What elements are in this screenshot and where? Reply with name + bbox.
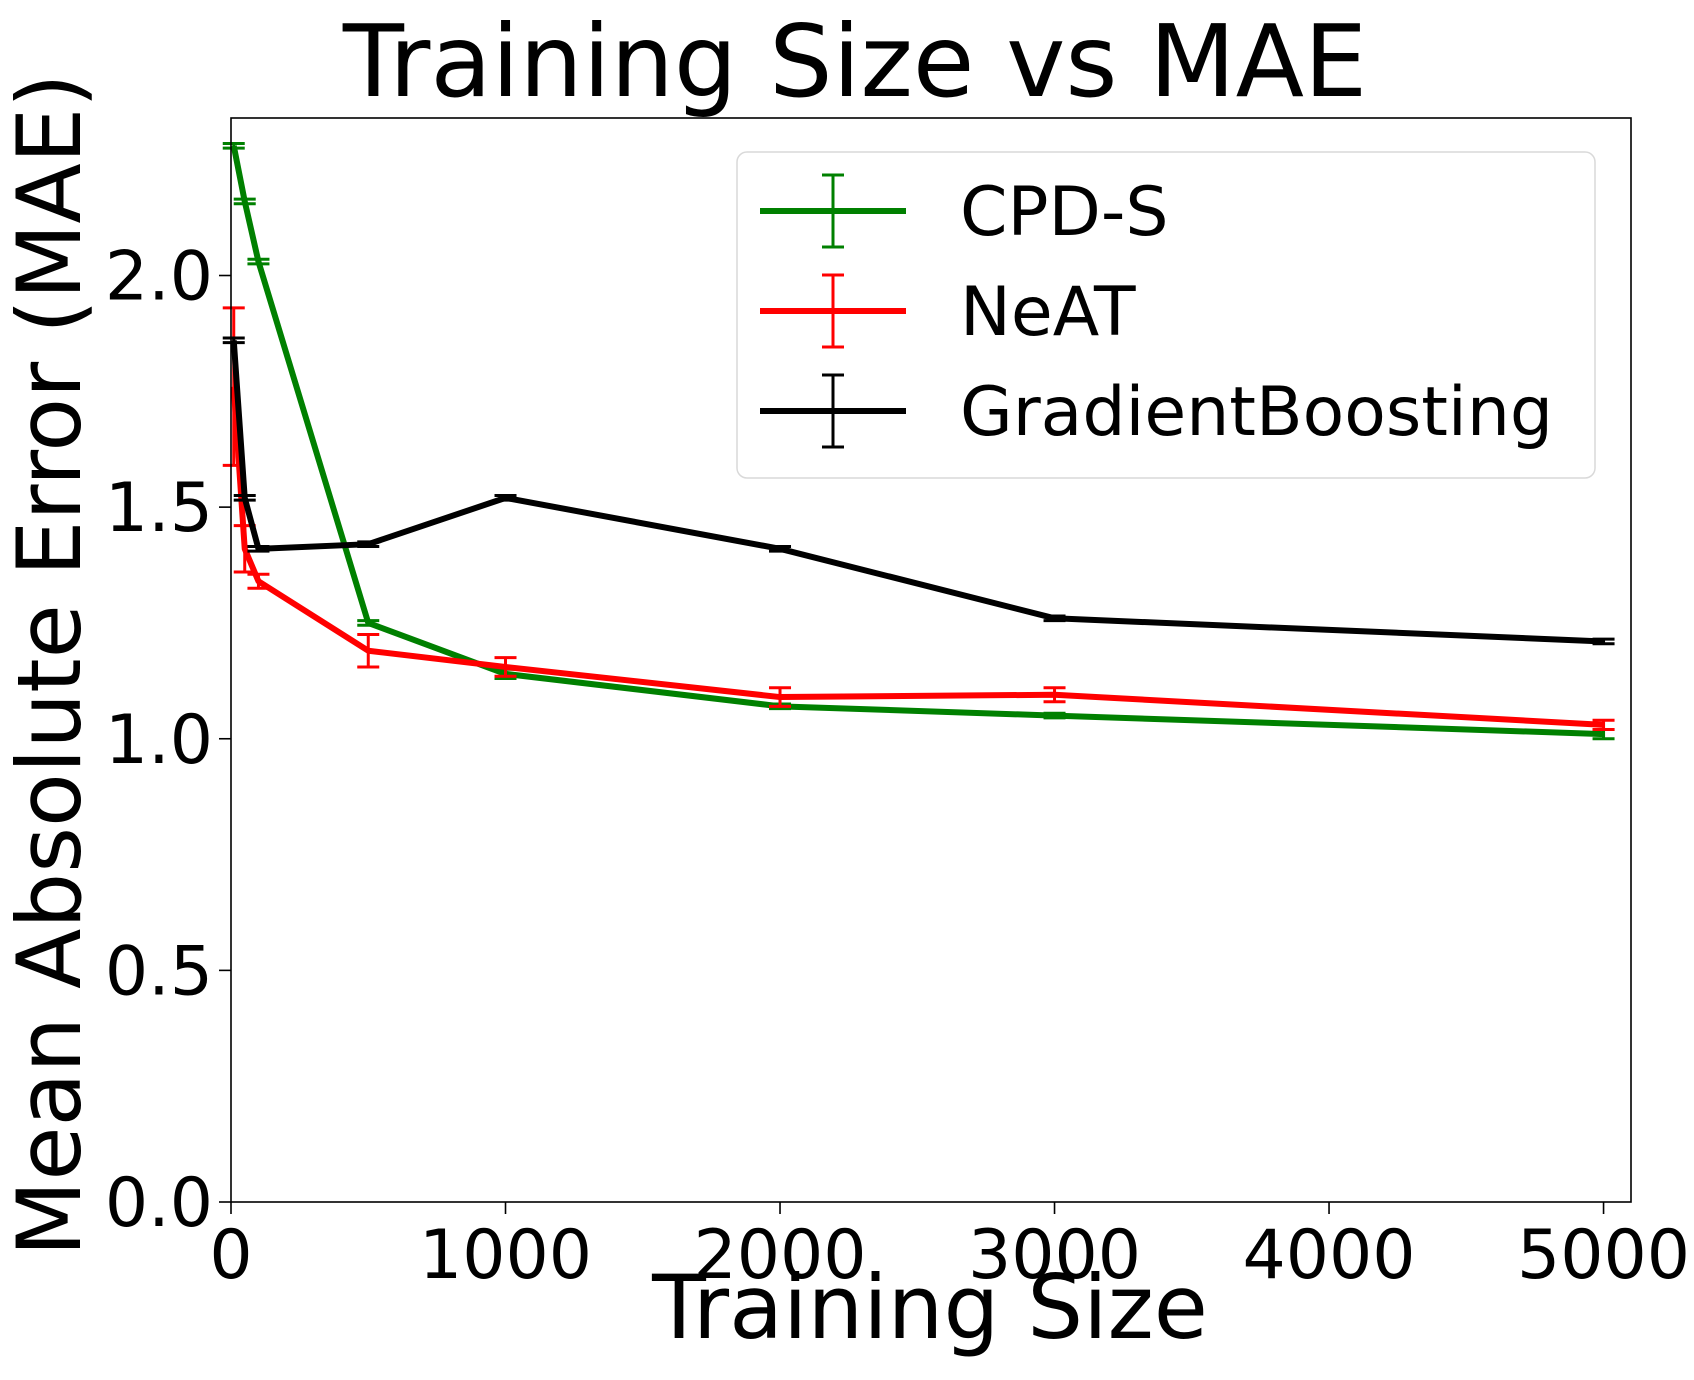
- x-ticks: 0 1000 2000 3000 4000 5000: [209, 1202, 1690, 1295]
- legend-item-cpd-s: CPD-S: [760, 173, 1169, 252]
- error-bar-neat: [494, 656, 517, 678]
- y-tick-label: 1.0: [105, 701, 213, 780]
- x-axis-label: Training Size: [651, 1256, 1208, 1359]
- plot-frame: [230, 117, 1632, 1203]
- legend-item-gradientboosting: GradientBoosting: [760, 373, 1553, 452]
- x-tick-label: 4000: [1243, 1216, 1416, 1295]
- error-bar-neat: [357, 633, 380, 669]
- x-tick-label: 2000: [693, 1216, 866, 1295]
- error-bar-neat: [769, 686, 792, 708]
- legend-box: [736, 151, 1596, 479]
- error-bar-cpd-s: [1043, 711, 1066, 720]
- legend: CPD-S NeAT GradientBoosting: [736, 151, 1596, 479]
- error-bar-gradientboosting: [769, 545, 792, 553]
- legend-label: GradientBoosting: [960, 373, 1553, 452]
- x-tick-label: 5000: [1517, 1216, 1690, 1295]
- y-tick-label: 0.0: [105, 1164, 213, 1243]
- series-layer: [222, 141, 1615, 741]
- x-tick-label: 0: [209, 1216, 252, 1295]
- legend-label: CPD-S: [960, 173, 1169, 252]
- y-tick-label: 0.5: [105, 932, 213, 1011]
- series-neat: [222, 306, 1615, 731]
- series-line-neat: [230, 386, 1604, 728]
- series-gradientboosting: [222, 336, 1615, 646]
- chart-title: Training Size vs MAE: [342, 3, 1367, 120]
- error-bar-cpd-s: [233, 197, 256, 206]
- error-bar-gradientboosting: [357, 540, 380, 549]
- y-axis-label: Mean Absolute Error (MAE): [0, 73, 101, 1256]
- y-tick-label: 1.5: [105, 469, 213, 548]
- error-bar-neat: [247, 572, 270, 590]
- y-ticks: 0.0 0.5 1.0 1.5 2.0: [105, 238, 231, 1243]
- legend-label: NeAT: [960, 273, 1136, 352]
- error-bar-cpd-s: [247, 257, 270, 266]
- x-tick-label: 1000: [419, 1216, 592, 1295]
- error-bar-gradientboosting: [1592, 637, 1615, 646]
- error-bar-gradientboosting: [247, 545, 270, 553]
- legend-item-neat: NeAT: [760, 273, 1136, 352]
- error-bar-gradientboosting: [222, 336, 245, 345]
- y-tick-label: 2.0: [105, 238, 213, 317]
- error-bar-gradientboosting: [1043, 614, 1066, 623]
- error-bar-cpd-s: [222, 141, 245, 150]
- error-bar-neat: [1592, 718, 1615, 731]
- error-bar-cpd-s: [357, 619, 380, 627]
- series-line-cpd-s: [230, 145, 1604, 738]
- series-line-gradientboosting: [230, 340, 1604, 645]
- error-bar-gradientboosting: [494, 494, 517, 502]
- x-tick-label: 3000: [968, 1216, 1141, 1295]
- error-bar-gradientboosting: [233, 494, 256, 502]
- error-bar-neat: [1043, 686, 1066, 704]
